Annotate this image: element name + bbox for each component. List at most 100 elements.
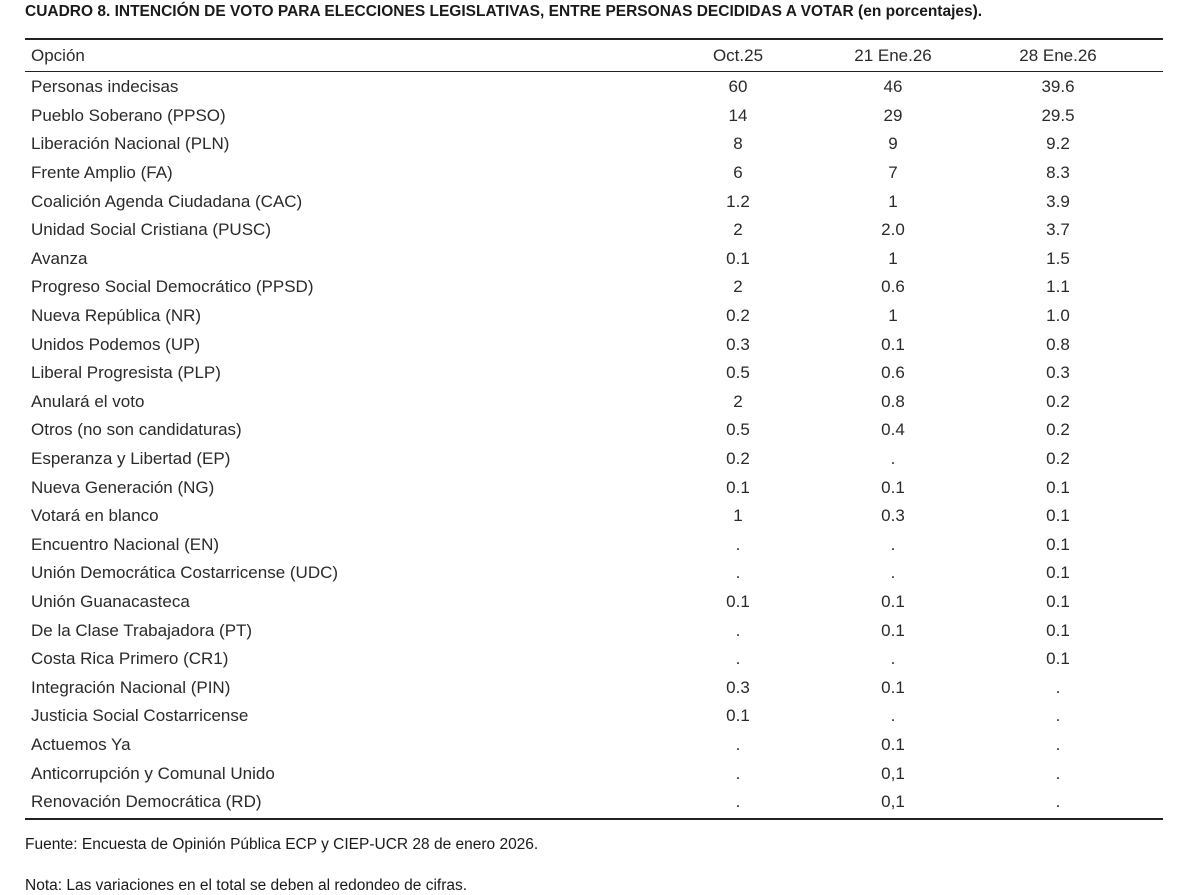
row-option-label: De la Clase Trabajadora (PT) [31,620,253,640]
row-value-cell: 0.1 [881,734,905,754]
row-value-cell: 0.5 [726,420,750,440]
row-value-cell: 3.7 [1046,220,1070,240]
row-option-label: Liberal Progresista (PLP) [31,363,221,383]
row-option-label: Costa Rica Primero (CR1) [31,649,229,669]
table-row: Pueblo Soberano (PPSO) 14 29 29.5 [25,102,1163,131]
row-value-cell: 1 [733,506,743,526]
vote-intention-table: Opción Oct.25 21 Ene.26 28 Ene.26 Person… [25,40,1163,818]
row-value-cell: . [1055,706,1061,726]
row-option-label: Renovación Democrática (RD) [31,792,262,812]
row-value-cell: 0.1 [1046,649,1070,669]
row-option-label: Encuentro Nacional (EN) [31,534,220,554]
row-value-cell: 0,1 [881,792,905,812]
row-value-cell: 0.1 [1046,620,1070,640]
row-value-cell: 1 [888,191,898,211]
row-value-cell: 0.1 [1046,534,1070,554]
row-value-cell: 14 [728,105,748,125]
table-row: Votará en blanco 1 0.3 0.1 [25,502,1163,531]
row-value-cell: . [890,649,896,669]
row-value-cell: 3.9 [1046,191,1070,211]
source-note: Fuente: Encuesta de Opinión Pública ECP … [25,836,539,853]
table-row: Frente Amplio (FA) 6 7 8.3 [25,159,1163,188]
row-value-cell: 60 [728,77,748,97]
row-value-cell: 1.5 [1046,248,1070,268]
row-value-cell: 29.5 [1041,105,1075,125]
row-value-cell: . [1055,734,1061,754]
row-option-label: Unidad Social Cristiana (PUSC) [31,220,271,240]
row-value-cell: . [735,734,741,754]
row-value-cell: . [735,792,741,812]
row-option-label: Coalición Agenda Ciudadana (CAC) [31,191,303,211]
row-value-cell: . [735,534,741,554]
row-option-label: Actuemos Ya [31,734,131,754]
table-row: Actuemos Ya. 0.1. [25,731,1163,760]
row-option-label: Pueblo Soberano (PPSO) [31,105,226,125]
row-value-cell: 0.1 [881,591,905,611]
row-value-cell: 0.6 [881,277,905,297]
row-value-cell: . [890,449,896,469]
row-value-cell: 0.1 [881,477,905,497]
row-option-label: Progreso Social Democrático (PPSD) [31,277,314,297]
row-option-label: Nueva República (NR) [31,306,202,326]
table-row: De la Clase Trabajadora (PT). 0.1 0.1 [25,616,1163,645]
row-value-cell: 0.5 [726,363,750,383]
row-option-label: Otros (no son candidaturas) [31,420,242,440]
row-value-cell: . [1055,763,1061,783]
row-value-cell: 1.1 [1046,277,1070,297]
row-value-cell: 39.6 [1041,77,1075,97]
row-value-cell: 0.1 [726,477,750,497]
row-value-cell: 0.2 [1046,420,1070,440]
table-row: Anticorrupción y Comunal Unido. 0,1. [25,759,1163,788]
row-option-label: Integración Nacional (PIN) [31,677,231,697]
table-row: Unión Democrática Costarricense (UDC).. 0… [25,559,1163,588]
row-option-label: Frente Amplio (FA) [31,163,173,183]
row-value-cell: 0.1 [726,706,750,726]
row-value-cell: 0.8 [1046,334,1070,354]
row-value-cell: 0.1 [726,248,750,268]
table-row: Justicia Social Costarricense 0.1.. [25,702,1163,731]
table-row: Unión Guanacasteca 0.1 0.1 0.1 [25,588,1163,617]
row-value-cell: 0.2 [726,306,750,326]
table-row: Encuentro Nacional (EN).. 0.1 [25,531,1163,560]
row-value-cell: 46 [883,77,903,97]
row-value-cell: . [890,534,896,554]
row-value-cell: 1 [888,306,898,326]
row-option-label: Nueva Generación (NG) [31,477,215,497]
table-row: Costa Rica Primero (CR1).. 0.1 [25,645,1163,674]
table-row: Nueva Generación (NG) 0.1 0.1 0.1 [25,473,1163,502]
row-value-cell: . [1055,677,1061,697]
table-row: Avanza 0.1 1 1.5 [25,245,1163,274]
row-option-label: Personas indecisas [31,77,179,97]
row-value-cell: 0,1 [881,763,905,783]
header-28ene26: 28 Ene.26 [1019,45,1097,65]
table-row: Liberal Progresista (PLP) 0.5 0.6 0.3 [25,359,1163,388]
row-value-cell: 0.3 [881,506,905,526]
row-value-cell: 0.3 [1046,363,1070,383]
row-value-cell: 2 [733,220,743,240]
table-row: Otros (no son candidaturas) 0.5 0.4 0.2 [25,416,1163,445]
row-value-cell: 1.0 [1046,306,1070,326]
row-option-label: Avanza [31,248,88,268]
row-value-cell: 0.1 [1046,506,1070,526]
table-row: Progreso Social Democrático (PPSD) 2 0.6 1.… [25,273,1163,302]
row-value-cell: 6 [733,163,743,183]
header-21ene26: 21 Ene.26 [854,45,932,65]
row-value-cell: 0.1 [1046,563,1070,583]
table-row: Esperanza y Libertad (EP) 0.2. 0.2 [25,445,1163,474]
rounding-note: Nota: Las variaciones en el total se deb… [25,877,468,894]
table-row: Liberación Nacional (PLN) 8 9 9.2 [25,130,1163,159]
row-value-cell: . [735,763,741,783]
row-value-cell: 0.2 [1046,391,1070,411]
row-value-cell: 9.2 [1046,134,1070,154]
table-body: Personas indecisas 60 46 39.6 Pueblo Soberan… [25,72,1163,819]
row-value-cell: . [735,649,741,669]
row-value-cell: 2 [733,277,743,297]
row-value-cell: 0.6 [881,363,905,383]
table-row: Renovación Democrática (RD). 0,1. [25,788,1163,819]
row-value-cell: 0.1 [881,620,905,640]
row-option-label: Esperanza y Libertad (EP) [31,449,231,469]
row-value-cell: 8 [733,134,743,154]
row-value-cell: 2.0 [881,220,905,240]
row-value-cell: 29 [883,105,903,125]
header-option: Opción [31,45,85,65]
